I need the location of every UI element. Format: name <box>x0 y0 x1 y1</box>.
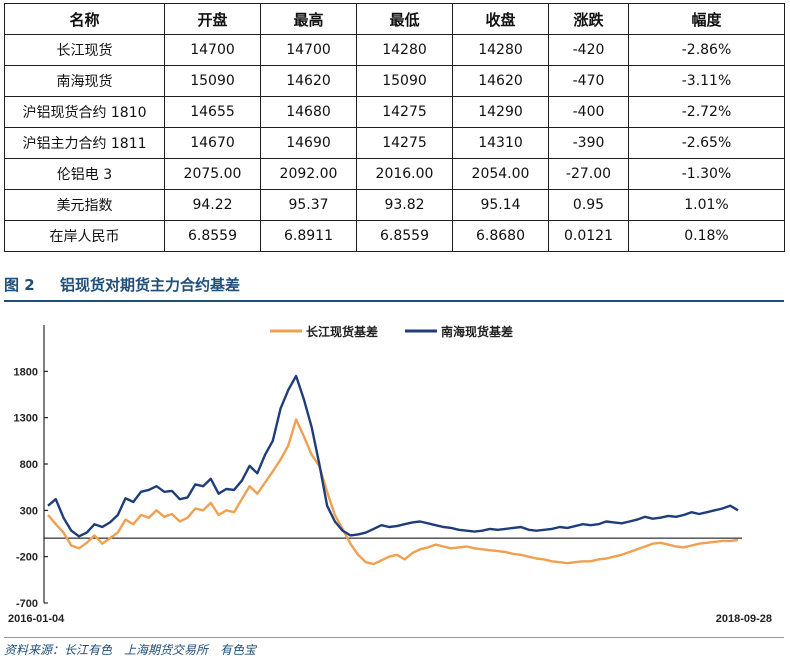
col-header-close: 收盘 <box>452 3 549 35</box>
cell-open: 14655 <box>164 96 261 128</box>
cell-high: 14620 <box>260 65 357 97</box>
cell-close: 14290 <box>452 96 549 128</box>
cell-open: 6.8559 <box>164 220 261 252</box>
cell-name: 沪铝现货合约 1810 <box>4 96 165 128</box>
y-tick-label: 1300 <box>14 413 38 425</box>
series-line-nanhai <box>47 374 739 538</box>
cell-open: 14670 <box>164 127 261 159</box>
cell-high: 14700 <box>260 34 357 66</box>
cell-pct: -2.72% <box>628 96 785 128</box>
cell-open: 2075.00 <box>164 158 261 190</box>
cell-low: 15090 <box>356 65 453 97</box>
cell-close: 2054.00 <box>452 158 549 190</box>
cell-name: 美元指数 <box>4 189 165 221</box>
cell-high: 2092.00 <box>260 158 357 190</box>
legend-label: 长江现货基差 <box>306 324 378 339</box>
y-tick-label: 1800 <box>14 366 38 378</box>
cell-name: 在岸人民币 <box>4 220 165 252</box>
col-header-open: 开盘 <box>164 3 261 35</box>
cell-low: 93.82 <box>356 189 453 221</box>
cell-low: 2016.00 <box>356 158 453 190</box>
col-header-high: 最高 <box>260 3 357 35</box>
cell-low: 14275 <box>356 96 453 128</box>
cell-name: 伦铝电 3 <box>4 158 165 190</box>
table-row: 沪铝主力合约 1811 14670 14690 14275 14310 -390… <box>4 127 785 159</box>
y-tick-label: 800 <box>20 459 38 471</box>
col-header-pct: 幅度 <box>628 3 785 35</box>
table-row: 在岸人民币 6.8559 6.8911 6.8559 6.8680 0.0121… <box>4 220 785 252</box>
cell-pct: -2.65% <box>628 127 785 159</box>
cell-pct: -1.30% <box>628 158 785 190</box>
cell-high: 14690 <box>260 127 357 159</box>
x-tick-label: 2018-09-28 <box>716 613 772 625</box>
cell-low: 14275 <box>356 127 453 159</box>
cell-name: 南海现货 <box>4 65 165 97</box>
y-tick-label: -200 <box>16 552 38 564</box>
caption-divider <box>4 300 784 302</box>
market-quotes-table: 名称 开盘 最高 最低 收盘 涨跌 幅度 长江现货 14700 14700 14… <box>4 3 785 252</box>
cell-pct: -3.11% <box>628 65 785 97</box>
cell-open: 94.22 <box>164 189 261 221</box>
table-row: 长江现货 14700 14700 14280 14280 -420 -2.86% <box>4 34 785 66</box>
cell-name: 长江现货 <box>4 34 165 66</box>
cell-change: -470 <box>548 65 629 97</box>
cell-change: -400 <box>548 96 629 128</box>
cell-change: 0.0121 <box>548 220 629 252</box>
y-tick-label: 300 <box>20 505 38 517</box>
cell-pct: -2.86% <box>628 34 785 66</box>
cell-close: 14310 <box>452 127 549 159</box>
source-divider <box>4 637 784 638</box>
figure-title: 铝现货对期货主力合约基差 <box>60 276 241 294</box>
series-line-changjiang <box>47 418 739 566</box>
cell-close: 95.14 <box>452 189 549 221</box>
cell-pct: 1.01% <box>628 189 785 221</box>
col-header-name: 名称 <box>4 3 165 35</box>
table-header-row: 名称 开盘 最高 最低 收盘 涨跌 幅度 <box>4 3 785 35</box>
table-row: 沪铝现货合约 1810 14655 14680 14275 14290 -400… <box>4 96 785 128</box>
cell-name: 沪铝主力合约 1811 <box>4 127 165 159</box>
cell-close: 14280 <box>452 34 549 66</box>
cell-pct: 0.18% <box>628 220 785 252</box>
cell-change: -390 <box>548 127 629 159</box>
table-row: 伦铝电 3 2075.00 2092.00 2016.00 2054.00 -2… <box>4 158 785 190</box>
cell-close: 6.8680 <box>452 220 549 252</box>
cell-open: 15090 <box>164 65 261 97</box>
figure-caption: 图 2 铝现货对期货主力合约基差 <box>4 274 240 295</box>
table-row: 美元指数 94.22 95.37 93.82 95.14 0.95 1.01% <box>4 189 785 221</box>
x-tick-label: 2016-01-04 <box>8 613 65 625</box>
basis-line-chart: -700 -200 300 800 1300 1800 长江现货基差 南海现货基差 2016-0… <box>8 324 772 625</box>
source-note: 资料来源：长江有色 上海期货交易所 有色宝 <box>4 643 257 657</box>
col-header-change: 涨跌 <box>548 3 629 35</box>
cell-open: 14700 <box>164 34 261 66</box>
cell-change: -420 <box>548 34 629 66</box>
cell-change: -27.00 <box>548 158 629 190</box>
cell-change: 0.95 <box>548 189 629 221</box>
figure-number: 图 2 <box>4 276 35 294</box>
cell-high: 95.37 <box>260 189 357 221</box>
table-row: 南海现货 15090 14620 15090 14620 -470 -3.11% <box>4 65 785 97</box>
cell-close: 14620 <box>452 65 549 97</box>
cell-high: 6.8911 <box>260 220 357 252</box>
legend-label: 南海现货基差 <box>441 324 513 339</box>
cell-low: 6.8559 <box>356 220 453 252</box>
y-tick-label: -700 <box>16 598 38 610</box>
cell-low: 14280 <box>356 34 453 66</box>
cell-high: 14680 <box>260 96 357 128</box>
col-header-low: 最低 <box>356 3 453 35</box>
